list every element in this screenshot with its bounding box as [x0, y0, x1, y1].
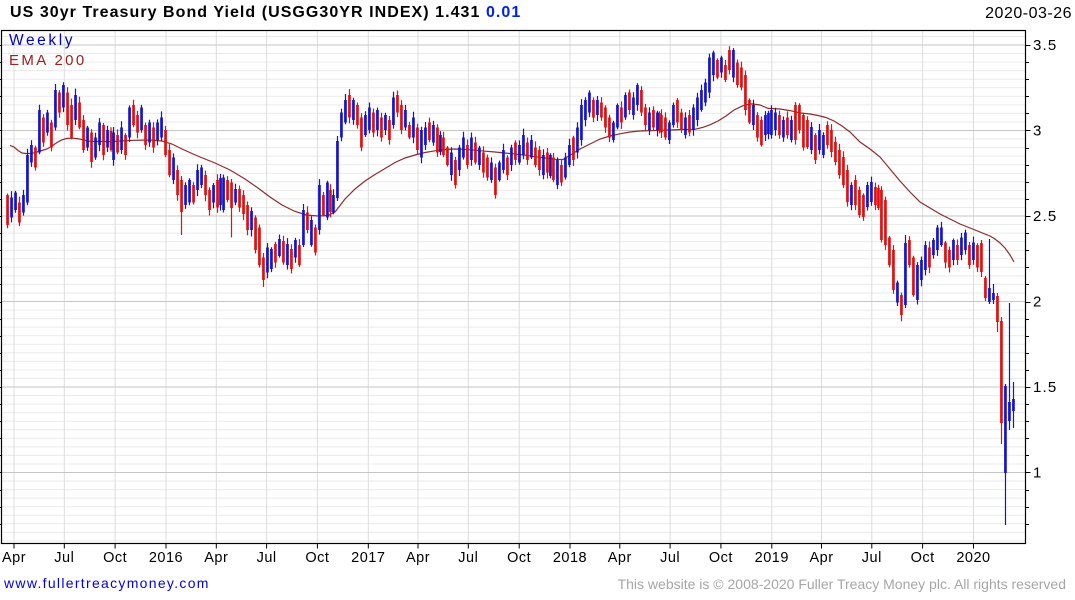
- svg-text:Oct: Oct: [709, 550, 733, 566]
- svg-text:Jul: Jul: [54, 550, 74, 566]
- svg-text:Jul: Jul: [458, 550, 478, 566]
- svg-text:2017: 2017: [351, 550, 385, 566]
- svg-text:Oct: Oct: [911, 550, 935, 566]
- svg-text:2016: 2016: [149, 550, 183, 566]
- svg-text:Jul: Jul: [862, 550, 882, 566]
- svg-text:Jul: Jul: [660, 550, 680, 566]
- svg-text:Oct: Oct: [305, 550, 329, 566]
- svg-text:Apr: Apr: [809, 550, 833, 566]
- svg-text:3.5: 3.5: [1033, 37, 1057, 54]
- svg-text:Apr: Apr: [204, 550, 228, 566]
- svg-text:Apr: Apr: [406, 550, 430, 566]
- svg-text:1: 1: [1033, 465, 1043, 482]
- svg-text:2020: 2020: [956, 550, 990, 566]
- svg-text:Jul: Jul: [257, 550, 277, 566]
- svg-text:Weekly: Weekly: [9, 32, 75, 49]
- svg-text:Apr: Apr: [2, 550, 26, 566]
- svg-text:Oct: Oct: [507, 550, 531, 566]
- svg-text:2.5: 2.5: [1033, 208, 1057, 225]
- svg-text:Apr: Apr: [608, 550, 632, 566]
- svg-text:2018: 2018: [553, 550, 587, 566]
- svg-text:1.5: 1.5: [1033, 379, 1057, 396]
- svg-text:3: 3: [1033, 123, 1043, 140]
- svg-text:2: 2: [1033, 294, 1043, 311]
- svg-text:Oct: Oct: [103, 550, 127, 566]
- svg-text:2019: 2019: [755, 550, 789, 566]
- svg-text:EMA 200: EMA 200: [9, 52, 87, 69]
